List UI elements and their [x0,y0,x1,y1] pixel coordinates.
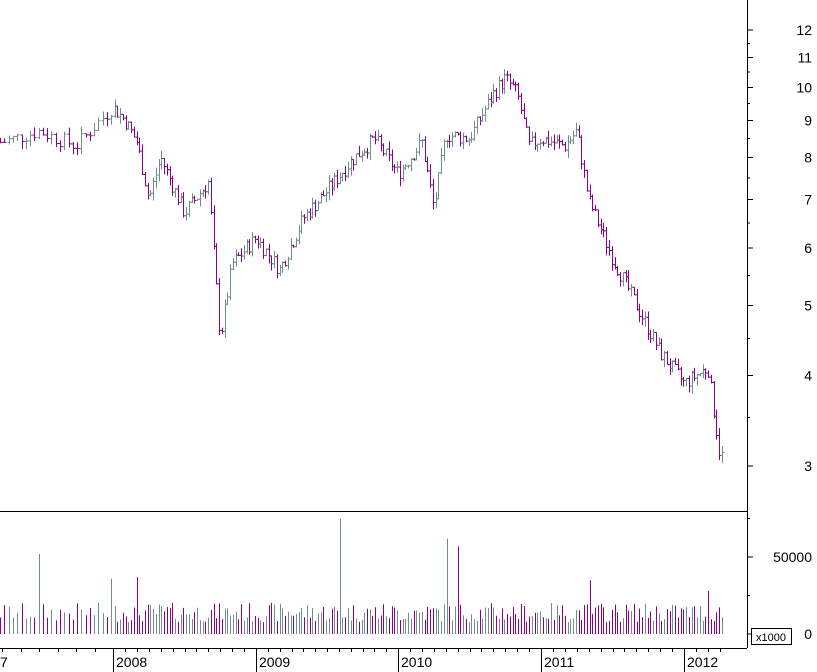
price-tick-label: 7 [804,192,812,208]
price-tick-label: 9 [804,112,812,128]
price-tick-label: 8 [804,150,812,166]
x-tick-label: 2012 [687,654,718,670]
price-tick-label: 3 [804,458,812,474]
price-tick-label: 5 [804,297,812,313]
volume-panel [0,518,723,634]
price-tick-label: 4 [804,368,812,384]
volume-tick-label: 50000 [773,549,812,565]
volume-unit-label: x1000 [756,632,786,644]
volume-tick-label: 0 [804,626,812,642]
x-tick-label: 7 [0,654,8,670]
x-tick-label: 2010 [401,654,432,670]
x-tick-label: 2008 [116,654,147,670]
volume-unit-box [751,628,792,645]
x-tick-label: 2009 [259,654,290,670]
price-tick-label: 11 [797,49,812,65]
price-tick-label: 10 [796,79,812,95]
price-tick-label: 6 [804,240,812,256]
x-tick-label: 2011 [544,654,574,670]
price-tick-label: 12 [796,22,812,38]
price-panel [0,69,725,464]
